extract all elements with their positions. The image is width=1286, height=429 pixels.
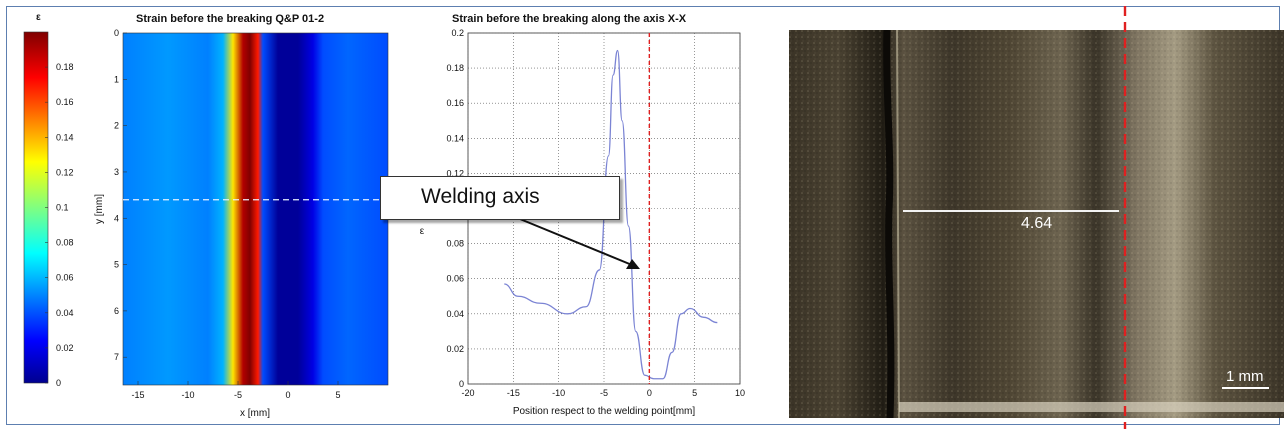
heatmap-ytick-label: 3 bbox=[114, 167, 119, 177]
heatmap-chart: -15 -10 -5 0 5 0 1 2 3 4 5 6 7 x [mm] y [mm] bbox=[94, 28, 389, 419]
heatmap-field bbox=[122, 32, 389, 386]
colorbar-tick-label: 0.14 bbox=[56, 132, 74, 142]
heatmap-xtick-label: -10 bbox=[181, 390, 194, 400]
lineplot-ytick-label: 0 bbox=[459, 379, 464, 389]
scale-bar-label: 1 mm bbox=[1226, 368, 1264, 385]
heatmap-title: Strain before the breaking Q&P 01-2 bbox=[136, 13, 325, 25]
heatmap-xtick-label: 0 bbox=[285, 390, 290, 400]
heatmap-ytick-label: 0 bbox=[114, 28, 119, 38]
heatmap-xlabel: x [mm] bbox=[240, 408, 270, 419]
lineplot-xlabel: Position respect to the welding point[mm… bbox=[513, 406, 696, 417]
lineplot-xtick-label: -10 bbox=[552, 388, 565, 398]
heatmap-ytick-label: 2 bbox=[114, 121, 119, 131]
colorbar-gradient bbox=[23, 31, 49, 384]
lineplot-xtick-label: 0 bbox=[647, 388, 652, 398]
colorbar-tick-label: 0.16 bbox=[56, 97, 74, 107]
heatmap-ytick-label: 1 bbox=[114, 74, 119, 84]
lineplot-ytick-label: 0.12 bbox=[446, 168, 464, 178]
micrograph-image bbox=[789, 30, 1284, 418]
photo-welding-axis-line bbox=[1123, 6, 1127, 429]
heatmap-ylabel: y [mm] bbox=[94, 194, 105, 224]
heatmap-xtick-label: -15 bbox=[131, 390, 144, 400]
colorbar-tick-label: 0.12 bbox=[56, 167, 74, 177]
heatmap-ytick-label: 4 bbox=[114, 213, 119, 223]
heatmap-ytick-label: 7 bbox=[114, 352, 119, 362]
colorbar-tick-label: 0.1 bbox=[56, 203, 69, 213]
welding-axis-callout: Welding axis bbox=[380, 176, 620, 220]
lineplot-ytick-label: 0.04 bbox=[446, 309, 464, 319]
lineplot-ytick-label: 0.06 bbox=[446, 274, 464, 284]
colorbar-tick-label: 0.18 bbox=[56, 62, 74, 72]
heatmap-xtick-label: 5 bbox=[335, 390, 340, 400]
lineplot-ytick-label: 0.16 bbox=[446, 98, 464, 108]
lineplot-xtick-label: 5 bbox=[692, 388, 697, 398]
measurement-label: 4.64 bbox=[1021, 215, 1053, 232]
colorbar: 0.18 0.16 0.14 0.12 0.1 0.08 0.06 0.04 0.02 0 bbox=[23, 31, 74, 388]
lineplot-title: Strain before the breaking along the axi… bbox=[452, 13, 687, 25]
colorbar-tick-label: 0.08 bbox=[56, 238, 74, 248]
colorbar-tick-label: 0 bbox=[56, 378, 61, 388]
heatmap-ytick-label: 6 bbox=[114, 306, 119, 316]
lineplot-ytick-label: 0.08 bbox=[446, 239, 464, 249]
lineplot-ytick-label: 0.18 bbox=[446, 63, 464, 73]
lineplot-xtick-label: -5 bbox=[600, 388, 608, 398]
lineplot-xtick-label: 10 bbox=[735, 388, 745, 398]
colorbar-tick-label: 0.04 bbox=[56, 308, 74, 318]
micrograph-photo bbox=[789, 30, 1284, 418]
annotation-arrow bbox=[519, 218, 640, 269]
lineplot-ytick-label: 0.14 bbox=[446, 133, 464, 143]
strain-series-line bbox=[504, 49, 718, 380]
lineplot-ytick-label: 0.2 bbox=[451, 28, 464, 38]
lineplot-xtick-label: -15 bbox=[507, 388, 520, 398]
lineplot-xtick-label: -20 bbox=[461, 388, 474, 398]
colorbar-tick-label: 0.06 bbox=[56, 273, 74, 283]
heatmap-ytick-label: 5 bbox=[114, 260, 119, 270]
welding-axis-label: Welding axis bbox=[421, 185, 540, 208]
colorbar-tick-label: 0.02 bbox=[56, 343, 74, 353]
lineplot-ytick-label: 0.02 bbox=[446, 344, 464, 354]
heatmap-xtick-label: -5 bbox=[234, 390, 242, 400]
colorbar-header: ε bbox=[36, 12, 41, 23]
lineplot-ylabel: ε bbox=[420, 226, 425, 237]
